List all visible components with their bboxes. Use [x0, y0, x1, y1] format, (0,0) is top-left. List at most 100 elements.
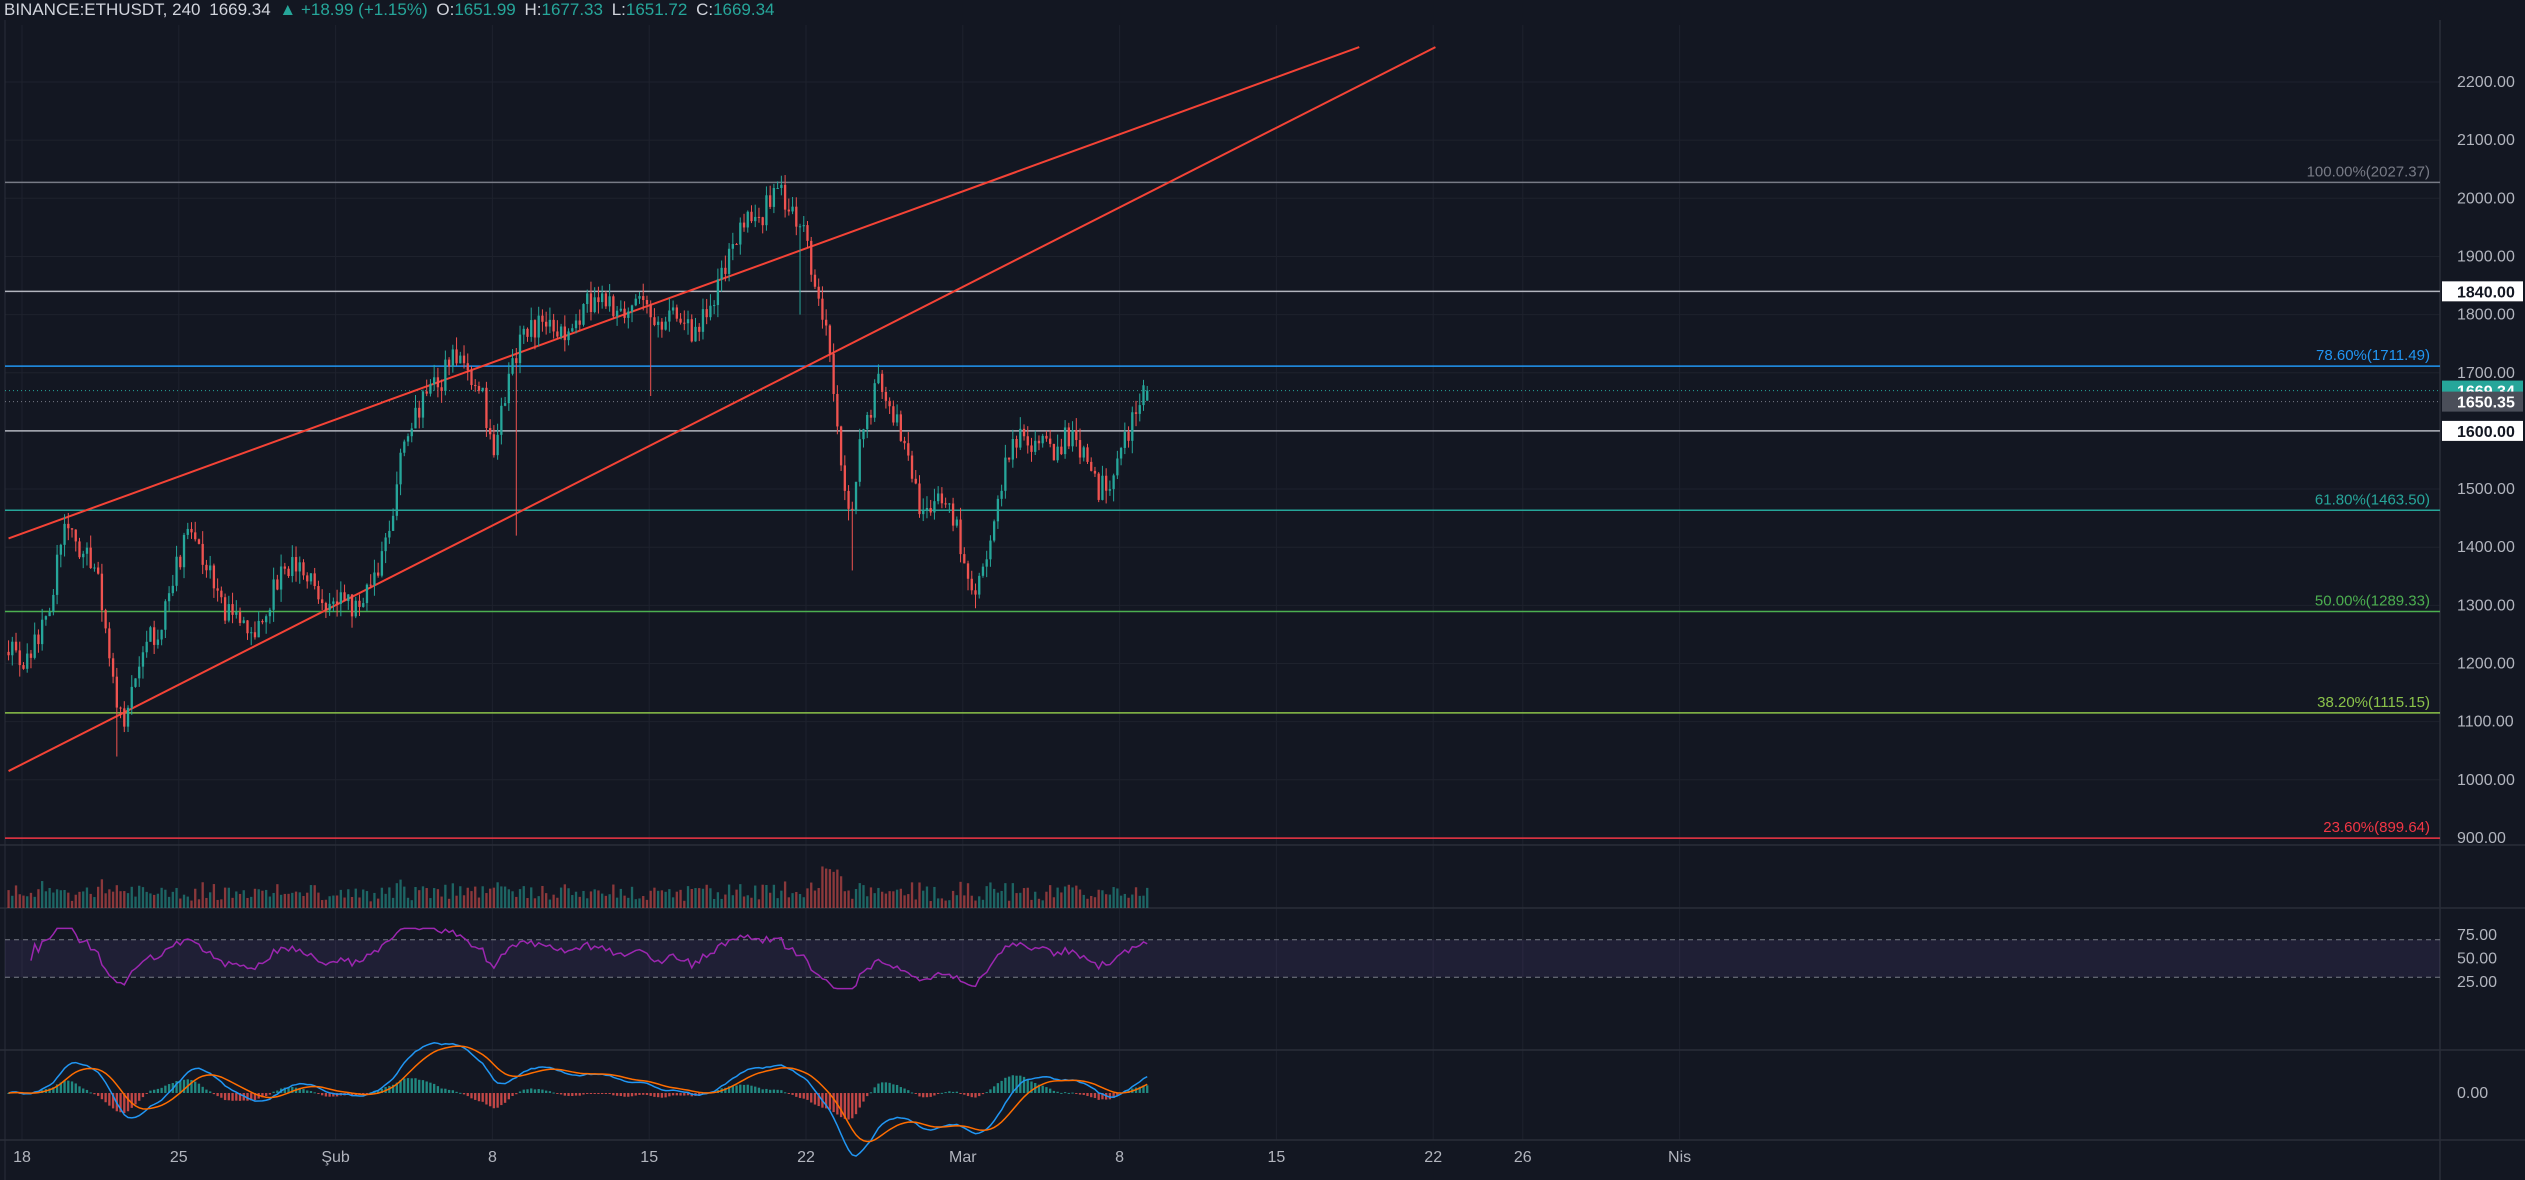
candle-body: [235, 612, 238, 615]
candle-body: [899, 414, 902, 441]
macd-hist-bar: [556, 1093, 559, 1094]
macd-hist-bar: [854, 1093, 858, 1115]
rsi-band: [5, 939, 2440, 978]
macd-hist-bar: [160, 1087, 163, 1093]
symbol-label[interactable]: BINANCE:ETHUSDT, 240: [4, 0, 201, 19]
candle-body: [291, 557, 294, 577]
macd-hist-bar: [1086, 1093, 1089, 1097]
volume-bar: [167, 896, 171, 908]
volume-bar: [1019, 892, 1022, 908]
candle-body: [739, 222, 742, 245]
macd-hist-bar: [888, 1082, 891, 1093]
candle-body: [190, 528, 193, 533]
macd-hist-bar: [1026, 1079, 1029, 1093]
macd-hist-bar: [742, 1084, 746, 1093]
volume-bar: [701, 888, 705, 908]
macd-hist-bar: [530, 1088, 533, 1093]
volume-bar: [563, 884, 566, 908]
volume-bar: [391, 897, 395, 908]
macd-hist-bar: [489, 1093, 492, 1107]
macd-hist-bar: [1097, 1093, 1100, 1100]
candle-body: [1052, 443, 1056, 461]
time-axis[interactable]: 18 25 Şub 8 15 22 Mar 8 15 22 26 Nis: [13, 1149, 1691, 1166]
candle-body: [347, 594, 350, 602]
macd-hist-bar: [1078, 1093, 1082, 1095]
macd-hist-bar: [85, 1089, 89, 1093]
macd-hist-bar: [283, 1087, 286, 1093]
volume-bar: [1052, 897, 1056, 908]
candle-body: [910, 455, 914, 479]
volume-bar: [48, 887, 51, 908]
candle-body: [989, 540, 992, 560]
price-axis[interactable]: 2200.00 2100.00 2000.00 1900.00 1800.00 1700.…: [2442, 74, 2523, 1102]
candle-body: [145, 641, 148, 653]
volume-bar: [619, 888, 622, 908]
macd-hist-bar: [664, 1093, 667, 1098]
candle-body: [26, 653, 29, 669]
candle-body: [433, 377, 436, 385]
candle-body: [373, 572, 376, 586]
volume-bar: [485, 893, 488, 908]
candle-body: [186, 528, 189, 535]
trendlines[interactable]: [8, 46, 1436, 772]
macd-hist-bar: [993, 1086, 996, 1093]
candle-body: [847, 490, 850, 509]
volume-bar: [615, 897, 619, 908]
volume-bar: [100, 879, 104, 908]
macd-hist-bar: [216, 1093, 219, 1097]
volume-bar: [922, 890, 925, 908]
macd-hist-bar: [111, 1093, 115, 1109]
candle-body: [683, 322, 686, 324]
candle-body: [89, 547, 92, 569]
macd-hist-bar: [1063, 1092, 1067, 1094]
macd-hist-bar: [638, 1093, 641, 1095]
volume-bar: [70, 900, 74, 908]
trendline: [8, 46, 1436, 772]
volume-bar: [238, 893, 242, 908]
macd-hist-bar: [675, 1093, 678, 1096]
signal-line: [8, 1045, 1148, 1143]
volume-bar: [306, 892, 309, 908]
candle-body: [115, 676, 118, 708]
macd-hist-bar: [324, 1093, 328, 1097]
candle-body: [414, 407, 417, 429]
macd-hist-bar: [515, 1093, 518, 1095]
candle-body: [167, 593, 171, 602]
macd-hist-bar: [149, 1090, 152, 1093]
volume-bar: [806, 888, 809, 908]
macd-hist-bar: [951, 1091, 955, 1093]
macd-hist-bar: [455, 1091, 458, 1093]
candle-body: [384, 537, 387, 552]
volume-bar: [257, 889, 260, 908]
price-tick-label: 2200.00: [2457, 74, 2515, 91]
volume-bar: [298, 892, 301, 908]
candle-body: [1026, 436, 1029, 446]
volume-bar: [746, 895, 749, 908]
price-tick-label: 1500.00: [2457, 481, 2515, 498]
volume-bar: [377, 898, 380, 908]
volume-bar: [369, 901, 372, 908]
candle-body: [343, 592, 346, 602]
macd-hist-bar: [7, 1093, 10, 1094]
candle-body: [985, 559, 988, 567]
candle-body: [1123, 432, 1126, 448]
volume-bar: [895, 889, 899, 908]
volume-bar: [754, 885, 757, 908]
macd-hist-bar: [238, 1093, 242, 1101]
candle-body: [757, 216, 761, 218]
candle-body: [212, 565, 216, 589]
price-tick-label: 1400.00: [2457, 539, 2515, 556]
macd-hist-bar: [754, 1086, 757, 1093]
macd-hist-bar: [937, 1093, 940, 1094]
volume-bar: [55, 889, 59, 908]
last-price: 1669.34: [209, 0, 271, 19]
candle-body: [100, 573, 104, 611]
volume-bar: [332, 895, 335, 908]
macd-hist-bar: [1015, 1075, 1018, 1093]
candle-body: [474, 385, 477, 387]
volume-bar: [944, 900, 947, 908]
macd-hist-bar: [649, 1093, 652, 1096]
candle-body: [974, 590, 977, 595]
volume-bar: [888, 891, 891, 908]
